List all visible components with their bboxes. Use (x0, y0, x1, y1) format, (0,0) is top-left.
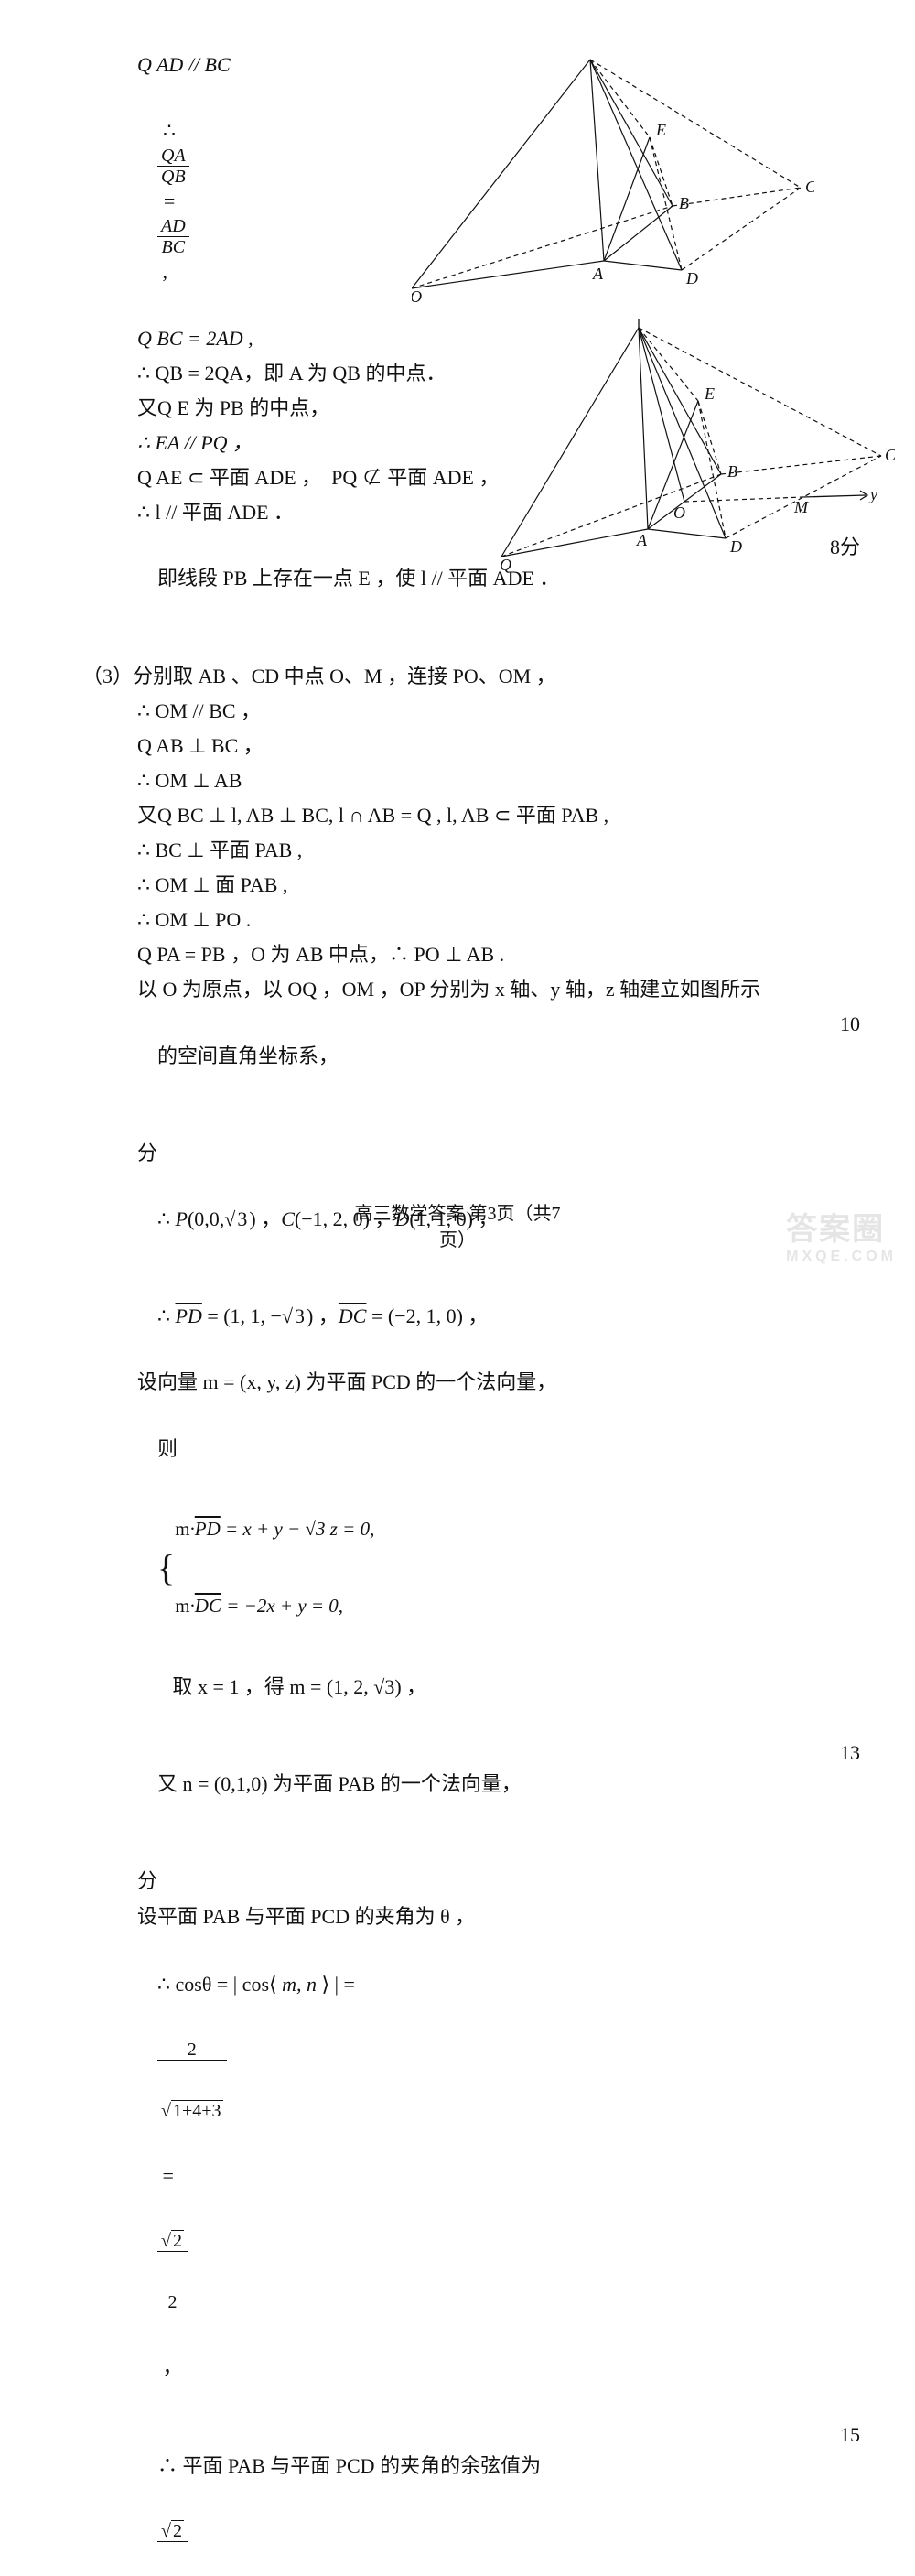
proof-line: ∴ OM // BC ， (137, 696, 869, 727)
cosine-equation: ∴ cosθ = | cos⟨ m, n ⟩ | = 2 √1+4+3 = √2… (137, 1938, 869, 2414)
proof-line: 的空间直角坐标系， 10 (137, 1009, 869, 1133)
proof-line: ∴ EA // PQ ， (137, 428, 869, 459)
svg-text:C: C (885, 446, 895, 464)
exam-answer-page: P Q A D B C E (0, 0, 915, 1288)
proof-line: 又Q E 为 PB 的中点， (137, 393, 869, 424)
score-mark: 15 (840, 2419, 860, 2451)
subproblem-3: （3）分别取 AB 、CD 中点 O、M ，连接 PO、OM ， (82, 661, 869, 692)
proof-line: ∴ OM ⊥ 面 PAB , (137, 870, 869, 901)
score-mark: 8分 (830, 532, 860, 563)
proof-line: 又 n = (0,1,0) 为平面 PAB 的一个法向量， 13 (137, 1737, 869, 1862)
svg-text:z: z (615, 319, 622, 322)
proof-line: Q AE ⊂ 平面 ADE ， PQ ⊄ 平面 ADE ， (137, 462, 869, 493)
proof-line: ∴ BC ⊥ 平面 PAB , (137, 835, 869, 866)
proof-line: 以 O 为原点，以 OQ ，OM ，OP 分别为 x 轴、y 轴，z 轴建立如图… (137, 974, 869, 1005)
proof-line: ∴ OM ⊥ AB (137, 765, 869, 796)
proof-line: ∴ l // 平面 ADE ． (137, 497, 869, 528)
page-footer: 高三数学答案 第3页（共7 页） (0, 1198, 915, 1251)
proof-line: ∴ QAQB = ADBC , (137, 84, 869, 319)
proof-line: Q AB ⊥ BC ， (137, 731, 869, 762)
equation-system: 则 { m·PD = x + y − √3 z = 0, m·DC = −2x … (137, 1402, 869, 1735)
proof-line: Q PA = PB ，O 为 AB 中点，∴ PO ⊥ AB . (137, 939, 869, 970)
proof-line: ∴ QB = 2QA，即 A 为 QB 的中点． (137, 358, 869, 389)
score-mark: 13 (840, 1737, 860, 1769)
proof-line: Q BC = 2AD , (137, 323, 869, 354)
proof-line: Q AD // BC (137, 49, 869, 81)
proof-line: 分 (137, 1138, 869, 1169)
svg-text:y: y (868, 485, 877, 503)
proof-line: 设平面 PAB 与平面 PCD 的夹角为 θ ， (137, 1901, 869, 1932)
watermark: 答案圈 MXQE.COM (786, 1204, 897, 1265)
proof-line: 分 (137, 1866, 869, 1897)
score-mark: 10 (840, 1009, 860, 1040)
proof-line: ∴ PD = (1, 1, −√3) ，DC = (−2, 1, 0) ， (137, 1270, 869, 1363)
conclusion-line: ∴ 平面 PAB 与平面 PCD 的夹角的余弦值为 √2 2 ． 15 (137, 2419, 869, 2576)
proof-line: 又Q BC ⊥ l, AB ⊥ BC, l ∩ AB = Q , l, AB ⊂… (137, 800, 869, 831)
proof-line: ∴ OM ⊥ PO . (137, 904, 869, 936)
proof-line: 设向量 m = (x, y, z) 为平面 PCD 的一个法向量， (137, 1367, 869, 1398)
proof-line: 即线段 PB 上存在一点 E ，使 l // 平面 ADE ． 8分 (137, 532, 869, 656)
